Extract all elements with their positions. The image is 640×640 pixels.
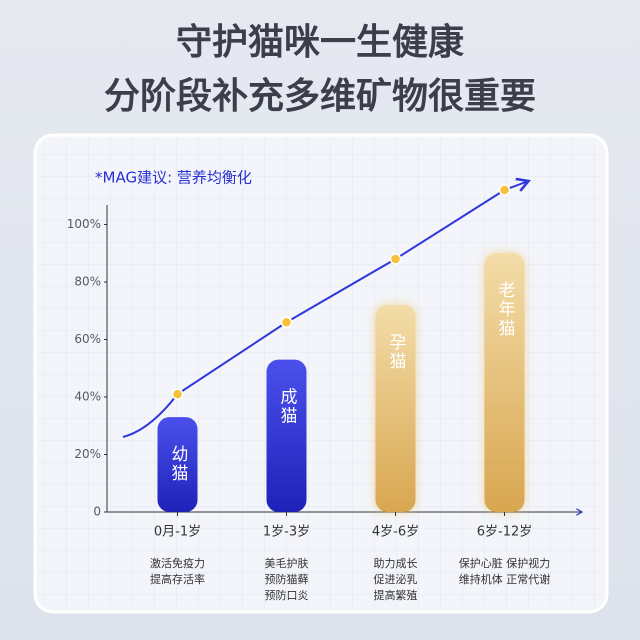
- line-point: [389, 253, 402, 265]
- bar: [157, 417, 198, 512]
- note: 促进泌乳: [374, 572, 418, 586]
- bar-label: 孕猫: [386, 333, 407, 371]
- note: 提高存活率: [150, 572, 205, 586]
- x-tick-label: 1岁-3岁: [263, 525, 310, 540]
- bar-label: 老年猫: [495, 281, 516, 338]
- y-tick-label: 0: [93, 505, 101, 519]
- bar: [266, 359, 307, 512]
- y-tick-label: 40%: [74, 390, 101, 404]
- bar: [375, 305, 416, 512]
- line-point: [498, 184, 511, 196]
- note: 助力成长: [374, 556, 418, 570]
- note: 维持机体 正常代谢: [459, 572, 551, 586]
- bar-label: 成猫: [277, 388, 298, 426]
- y-tick-label: 80%: [74, 275, 101, 289]
- x-tick-label: 0月-1岁: [154, 525, 201, 540]
- note: 预防口炎: [265, 588, 309, 602]
- y-tick-label: 60%: [74, 332, 101, 346]
- line-point: [171, 388, 184, 400]
- bar: [484, 253, 525, 512]
- y-tick-label: 100%: [67, 217, 101, 231]
- x-tick-label: 6岁-12岁: [477, 525, 533, 540]
- bar-label: 幼猫: [168, 445, 189, 483]
- subtitle: *MAG建议: 营养均衡化: [95, 169, 252, 187]
- line-point: [280, 316, 293, 328]
- line: [176, 189, 506, 395]
- note: 提高繁殖: [374, 588, 418, 602]
- title-line: 分阶段补充多维矿物很重要: [104, 76, 536, 117]
- y-tick-label: 20%: [74, 447, 101, 461]
- title-line: 守护猫咪一生健康: [176, 21, 464, 63]
- note: 美毛护肤: [265, 556, 309, 570]
- note: 保护心脏 保护视力: [459, 556, 551, 570]
- line-lead: [122, 393, 179, 438]
- note: 预防猫藓: [265, 572, 309, 586]
- note: 激活免疫力: [150, 556, 205, 570]
- x-tick-label: 4岁-6岁: [372, 525, 419, 540]
